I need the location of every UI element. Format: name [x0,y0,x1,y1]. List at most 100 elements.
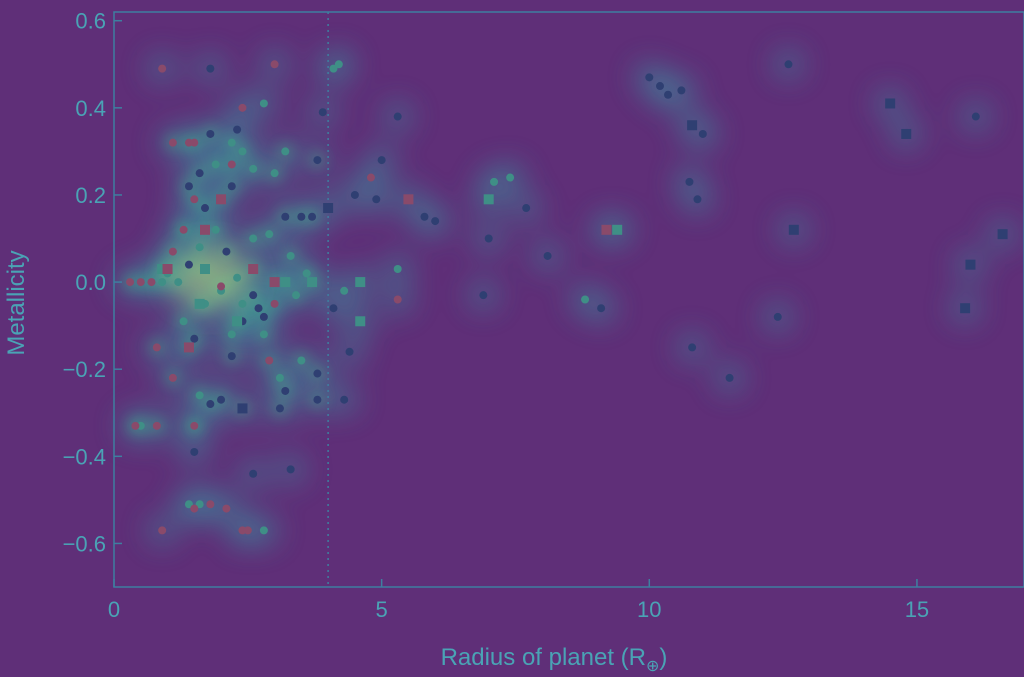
data-point-square [157,264,168,275]
data-point-circle [340,286,349,295]
data-point-circle [685,177,694,186]
data-point-circle [243,526,252,535]
data-point-circle [259,312,268,321]
data-point-circle [254,304,263,313]
data-point-circle [318,108,327,117]
data-point-circle [725,373,734,382]
data-point-circle [217,395,226,404]
data-point-circle [168,247,177,256]
data-point-circle [206,500,215,509]
data-point-circle [431,217,440,226]
data-point-circle [281,386,290,395]
data-point-circle [297,212,306,221]
data-point-circle [313,395,322,404]
data-point-circle [656,82,664,91]
x-axis-label-subscript: ⊕ [646,658,659,675]
data-point-circle [217,282,226,291]
data-point-circle [393,265,402,274]
data-point-square [601,224,612,235]
data-point-circle [329,304,338,313]
data-point-square [960,303,971,314]
data-point-circle [206,129,215,138]
data-point-circle [393,112,402,121]
data-point-circle [190,138,199,147]
data-point-circle [195,500,204,509]
data-point-circle [313,369,322,378]
data-point-square [997,229,1008,240]
data-point-circle [259,99,268,108]
data-point-circle [152,421,161,430]
data-point-circle [152,343,161,352]
data-point-circle [190,334,199,343]
data-point-circle [238,103,247,112]
data-point-square [162,264,173,275]
plot-frame [113,11,1024,588]
data-point-circle [688,343,697,352]
data-point-circle [645,73,654,82]
data-point-circle [227,182,236,191]
data-point-square [323,203,334,214]
data-point-circle [366,173,375,182]
data-point-circle [206,64,215,73]
data-point-circle [275,404,284,413]
data-point-circle [265,356,274,365]
data-point-circle [484,234,493,243]
x-axis-ticks: 0 5 10 15 [108,579,929,622]
data-point-circle [179,225,188,234]
data-point-circle [190,504,199,513]
x-axis-label: Radius of planet (R⊕) [441,644,668,675]
data-point-circle [227,160,236,169]
data-point-circle [693,195,702,204]
data-point-circle [581,295,590,304]
data-point-circle [222,247,231,256]
data-point-circle [329,64,338,73]
y-axis-ticks: 0.6 0.4 0.2 0.0 −0.2 −0.4 −0.6 [63,9,122,556]
data-point-circle [259,330,268,339]
data-point-circle [490,177,499,186]
data-point-circle [190,447,199,456]
data-point-circle [227,330,236,339]
data-point-circle [597,304,606,313]
data-point-circle [281,212,290,221]
x-tick-label: 5 [376,597,388,622]
data-point-circle [158,526,167,535]
data-point-circle [174,278,183,287]
data-point-circle [195,243,204,252]
data-point-circle [270,299,279,308]
data-point-square [237,403,248,414]
data-point-circle [281,147,290,156]
data-point-circle [184,260,193,269]
data-point-square [885,98,896,109]
data-point-circle [506,173,515,182]
data-point-circle [190,195,199,204]
y-tick-label: 0.2 [75,183,106,208]
data-point-square [200,224,210,235]
data-point-circle [345,347,354,356]
data-point-circle [249,164,258,173]
data-point-circle [168,138,177,147]
data-point-square [403,194,414,205]
x-tick-label: 0 [108,597,120,622]
data-point-circle [131,421,140,430]
data-point-circle [420,212,429,221]
data-point-circle [136,278,145,287]
data-point-square [200,264,210,275]
data-point-square [687,120,698,131]
data-point-circle [233,273,242,282]
data-point-square [232,316,243,327]
x-tick-label: 15 [905,597,929,622]
data-point-circle [147,278,156,287]
data-points [126,60,1008,535]
data-point-square [355,277,366,288]
data-point-circle [971,112,980,121]
data-point-circle [222,504,231,513]
data-point-circle [249,291,258,300]
y-axis-label: Metallicity [3,250,30,355]
data-point-circle [313,156,322,165]
data-point-square [248,264,259,275]
data-point-circle [233,125,242,134]
data-point-circle [249,469,258,478]
data-point-circle [393,295,402,304]
